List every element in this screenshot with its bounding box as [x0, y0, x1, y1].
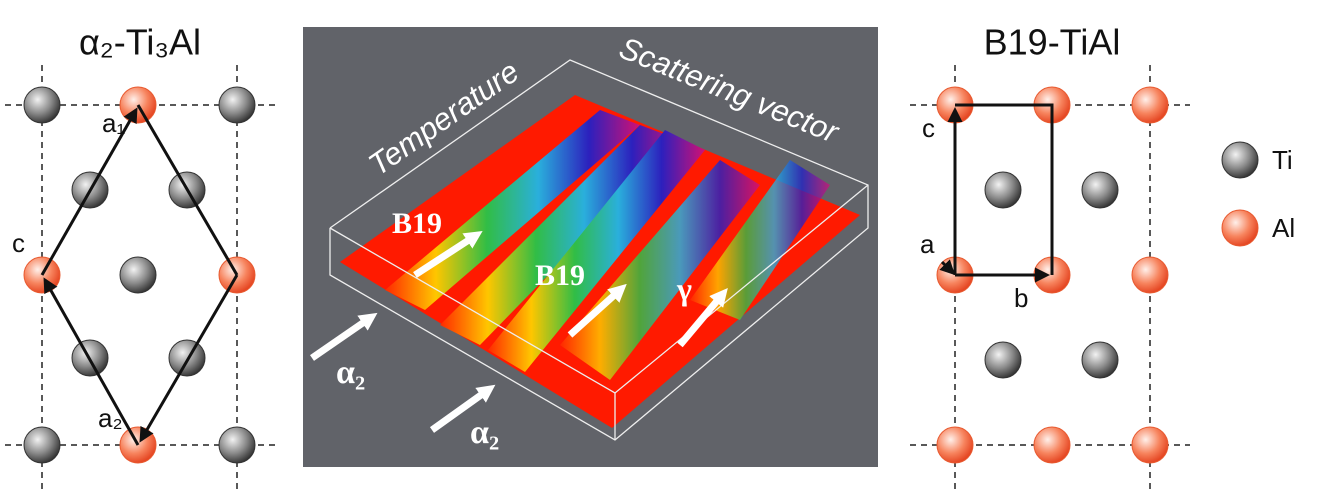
bounding-box — [329, 59, 869, 441]
center-panel: Temperature Scattering vector B19 B19 γ … — [303, 27, 878, 467]
legend-swatch — [1221, 141, 1259, 179]
phase-label: γ — [676, 270, 692, 306]
unit-cell — [40, 104, 239, 446]
panel-title: α₂-Ti₃Al — [79, 22, 201, 63]
phase-label: B19 — [392, 207, 442, 240]
legend: Ti Al — [1221, 141, 1295, 247]
legend-label: Ti — [1272, 145, 1293, 175]
surface-ridges — [385, 110, 830, 380]
phase-label: B19 — [535, 259, 585, 292]
vector-label: a — [920, 229, 935, 259]
legend-swatch — [1221, 209, 1259, 247]
left-panel: α₂-Ti₃Al a₁ c a₂ — [5, 22, 280, 490]
panel-title: B19-TiAl — [984, 22, 1121, 63]
vector-label: c — [12, 228, 25, 258]
phase-label: α₂ — [470, 414, 499, 451]
vector-label: a₁ — [102, 108, 125, 138]
atoms — [23, 86, 256, 464]
vector-label: c — [922, 113, 935, 143]
vector-label: b — [1014, 283, 1028, 313]
phase-arrows — [310, 231, 728, 433]
atoms — [936, 86, 1169, 464]
unit-cell — [939, 103, 1054, 283]
phase-label: α₂ — [336, 354, 365, 391]
vector-label: a₂ — [98, 403, 123, 433]
legend-label: Al — [1272, 213, 1295, 243]
right-panel: B19-TiAl c a b — [910, 22, 1190, 490]
